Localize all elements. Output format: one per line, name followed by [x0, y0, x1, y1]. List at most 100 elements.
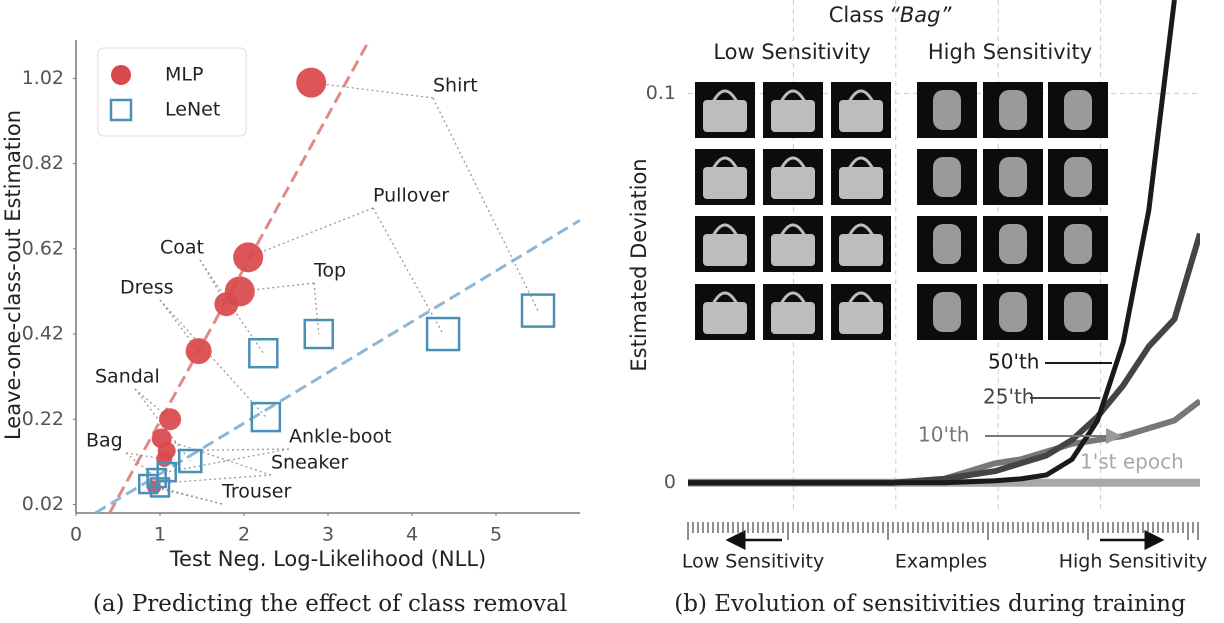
thumbnail-bag	[933, 157, 961, 197]
point	[520, 293, 556, 328]
thumbnail-handle	[711, 156, 739, 170]
lines	[688, 0, 1200, 487]
thumbnail-bag	[703, 167, 747, 199]
legend-marker	[111, 65, 131, 85]
panel-title: Low Sensitivity	[713, 40, 870, 64]
thumbnail-bag	[999, 90, 1027, 130]
thumbnail-bag	[839, 167, 883, 199]
leader-line	[372, 207, 444, 335]
leader-line	[166, 448, 290, 473]
thumbnail-bag	[999, 157, 1027, 197]
point	[185, 338, 212, 365]
thumbnail-handle	[779, 291, 807, 305]
series-label: 50'th	[988, 350, 1039, 374]
thumbnail-bag	[839, 302, 883, 334]
leader-line	[159, 299, 200, 352]
x-annotation: Low Sensitivity	[682, 551, 824, 573]
thumbnail-bag	[771, 234, 815, 266]
thumbnail-bag	[933, 224, 961, 264]
legend-box	[97, 47, 247, 137]
point	[214, 292, 239, 317]
annotation: Dress	[120, 277, 174, 299]
x-tick-label: 0	[70, 524, 82, 546]
leader-line	[148, 474, 272, 485]
series-label: 1'st epoch	[1080, 450, 1184, 474]
y-axis-label: Estimated Deviation	[627, 158, 651, 371]
annotation: Coat	[160, 237, 204, 259]
thumbnail-handle	[711, 89, 739, 103]
x-tick-label: 1	[154, 524, 166, 546]
leader-line	[161, 437, 272, 476]
point	[177, 448, 203, 474]
x-tick-label: 2	[238, 524, 250, 546]
y-tick-label: 0.02	[22, 493, 64, 515]
point	[296, 67, 327, 98]
panel-title: High Sensitivity	[928, 40, 1092, 64]
y-tick-label: 0.62	[22, 237, 64, 259]
thumbnail-bag	[999, 292, 1027, 332]
legend-label: MLP	[165, 64, 203, 86]
point	[303, 318, 335, 350]
series-line	[688, 0, 1177, 486]
thumbnail-handle	[711, 223, 739, 237]
leader-line	[247, 207, 374, 258]
caption: (b) Evolution of sensitivities during tr…	[674, 591, 1186, 617]
thumbnail-handle	[847, 223, 875, 237]
thumbnail-handle	[779, 89, 807, 103]
series-label: 10'th	[918, 423, 969, 447]
point	[250, 401, 282, 433]
thumbnail-bag	[771, 167, 815, 199]
title-emph: “Bag”	[889, 3, 952, 27]
leader-line	[311, 81, 434, 99]
point	[159, 408, 182, 431]
leader-line	[159, 486, 223, 505]
y-axis-label: Leave-one-class-out Estimation	[1, 110, 25, 440]
y-tick-label: 0.82	[22, 152, 64, 174]
y-tick-label: 0.22	[22, 408, 64, 430]
annotation: Top	[313, 260, 346, 282]
x-axis-label: Examples	[895, 551, 987, 573]
thumbnail-handle	[847, 291, 875, 305]
point	[149, 477, 171, 498]
x-tick-label: 3	[322, 524, 334, 546]
series-label: 25'th	[983, 385, 1034, 409]
thumbnail-bag	[839, 100, 883, 132]
annotation: Pullover	[373, 185, 449, 207]
x-axis-label: Test Neg. Log-Likelihood (NLL)	[169, 547, 486, 571]
x-tick-label: 4	[406, 524, 418, 546]
leader-line	[199, 259, 227, 305]
x-annotation: High Sensitivity	[1059, 551, 1208, 573]
thumbnail-bag	[839, 234, 883, 266]
thumbnail-bag	[999, 224, 1027, 264]
thumbnail-handle	[847, 89, 875, 103]
thumbnail-bag	[703, 234, 747, 266]
thumbnail-handle	[847, 156, 875, 170]
annotation: Sandal	[95, 366, 160, 388]
thumbnail-handle	[779, 223, 807, 237]
thumbnail-bag	[933, 292, 961, 332]
legend-marker	[109, 98, 133, 122]
annotation: Shirt	[433, 75, 478, 97]
y-tick-label: 1.02	[22, 67, 64, 89]
y-tick-label: 0	[664, 471, 676, 493]
legend-label: LeNet	[165, 99, 220, 121]
leader-line	[159, 299, 267, 418]
x-tick-label: 5	[490, 524, 502, 546]
annotation: Ankle-boot	[289, 426, 392, 448]
point	[248, 337, 279, 369]
thumbnail-handle	[779, 156, 807, 170]
caption: (a) Predicting the effect of class remov…	[93, 591, 567, 617]
leader-line	[125, 452, 158, 479]
y-tick-label: 0.42	[22, 323, 64, 345]
thumbnail-bag	[1064, 292, 1092, 332]
annotation: Bag	[86, 430, 123, 452]
thumbnail-handle	[711, 291, 739, 305]
thumbnail-bag	[703, 100, 747, 132]
annotation: Trouser	[221, 481, 291, 503]
thumbnail-bag	[703, 302, 747, 334]
thumbnail-bag	[1064, 224, 1092, 264]
point	[425, 316, 461, 352]
leader-line	[313, 282, 320, 335]
thumbnail-bag	[1064, 157, 1092, 197]
